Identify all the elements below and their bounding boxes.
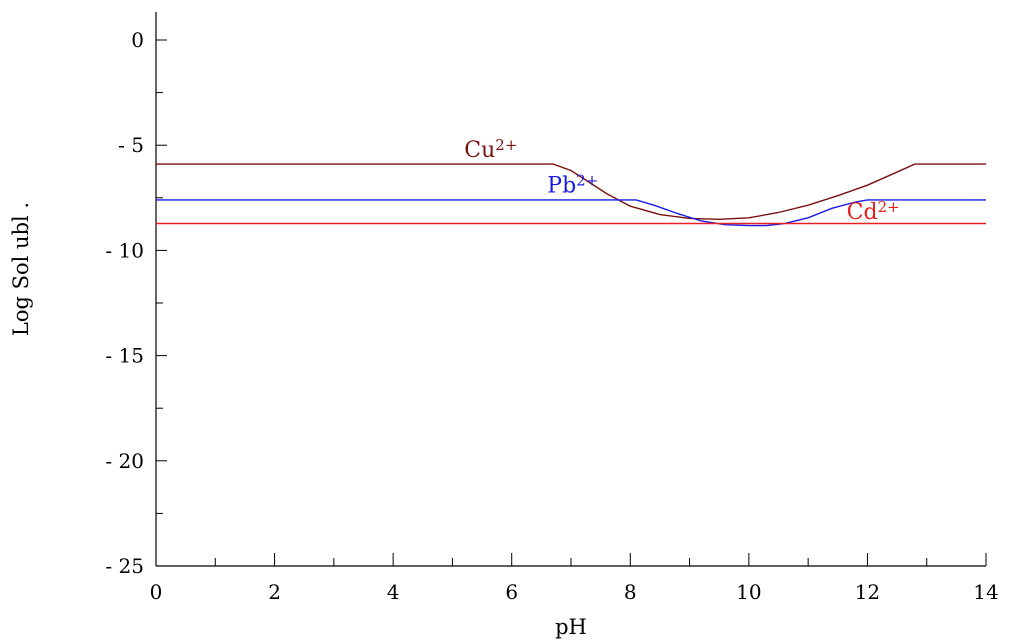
y-tick-label: - 5 [118, 133, 144, 157]
x-tick-label: 14 [973, 580, 998, 604]
chart-series-labels: Cu2+ Pb2+ Cd2+ [464, 136, 899, 225]
x-tick-label: 6 [505, 580, 518, 604]
chart-series-lines [156, 163, 986, 227]
y-tick-label: - 25 [105, 554, 144, 578]
y-tick-label: - 10 [105, 238, 144, 262]
series-label-cu: Cu2+ [464, 136, 517, 163]
y-tick-label: - 15 [105, 344, 144, 368]
series-label-pb: Pb2+ [547, 172, 598, 199]
x-tick-label: 8 [624, 580, 637, 604]
x-tick-label: 4 [387, 580, 400, 604]
x-axis-title: pH [555, 615, 587, 639]
x-tick-label: 0 [150, 580, 163, 604]
series-line-cu [156, 163, 986, 221]
y-tick-label: 0 [131, 28, 144, 52]
x-tick-label: 12 [855, 580, 880, 604]
y-axis-title: Log Sol ubl . [9, 202, 33, 336]
x-tick-label: 10 [736, 580, 761, 604]
y-tick-label: - 20 [105, 449, 144, 473]
series-label-cd: Cd2+ [847, 198, 900, 225]
chart-axes: 0 2 4 6 8 10 12 14 0 - 5 - 10 - 15 - 20 - 25 [105, 12, 999, 604]
series-line-pb [156, 199, 986, 227]
x-tick-label: 2 [268, 580, 281, 604]
